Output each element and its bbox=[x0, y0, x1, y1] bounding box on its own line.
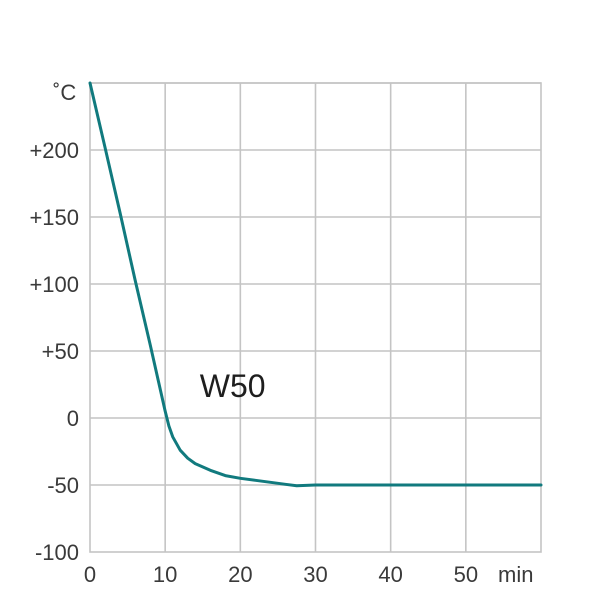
grid bbox=[89, 82, 542, 553]
x-tick-label: 10 bbox=[153, 562, 177, 587]
x-tick-label: 30 bbox=[303, 562, 327, 587]
series-label-w50: W50 bbox=[200, 368, 266, 404]
y-tick-label: +200 bbox=[29, 138, 79, 163]
x-tick-label: 0 bbox=[84, 562, 96, 587]
x-tick-label: 40 bbox=[378, 562, 402, 587]
y-tick-label: +50 bbox=[42, 339, 79, 364]
y-tick-label: +150 bbox=[29, 205, 79, 230]
x-tick-label: 50 bbox=[454, 562, 478, 587]
x-unit-label: min bbox=[498, 562, 533, 587]
y-tick-label: -100 bbox=[35, 540, 79, 565]
series bbox=[88, 81, 543, 488]
tick-labels: -100 -50 0 +50 +100 +150 +200 0 10 20 30 40 50 bbox=[29, 138, 478, 587]
series-line bbox=[88, 81, 543, 488]
y-tick-label: +100 bbox=[29, 272, 79, 297]
y-unit-label: ˚C bbox=[53, 80, 76, 105]
x-tick-label: 20 bbox=[228, 562, 252, 587]
y-tick-label: 0 bbox=[67, 406, 79, 431]
y-tick-label: -50 bbox=[47, 473, 79, 498]
